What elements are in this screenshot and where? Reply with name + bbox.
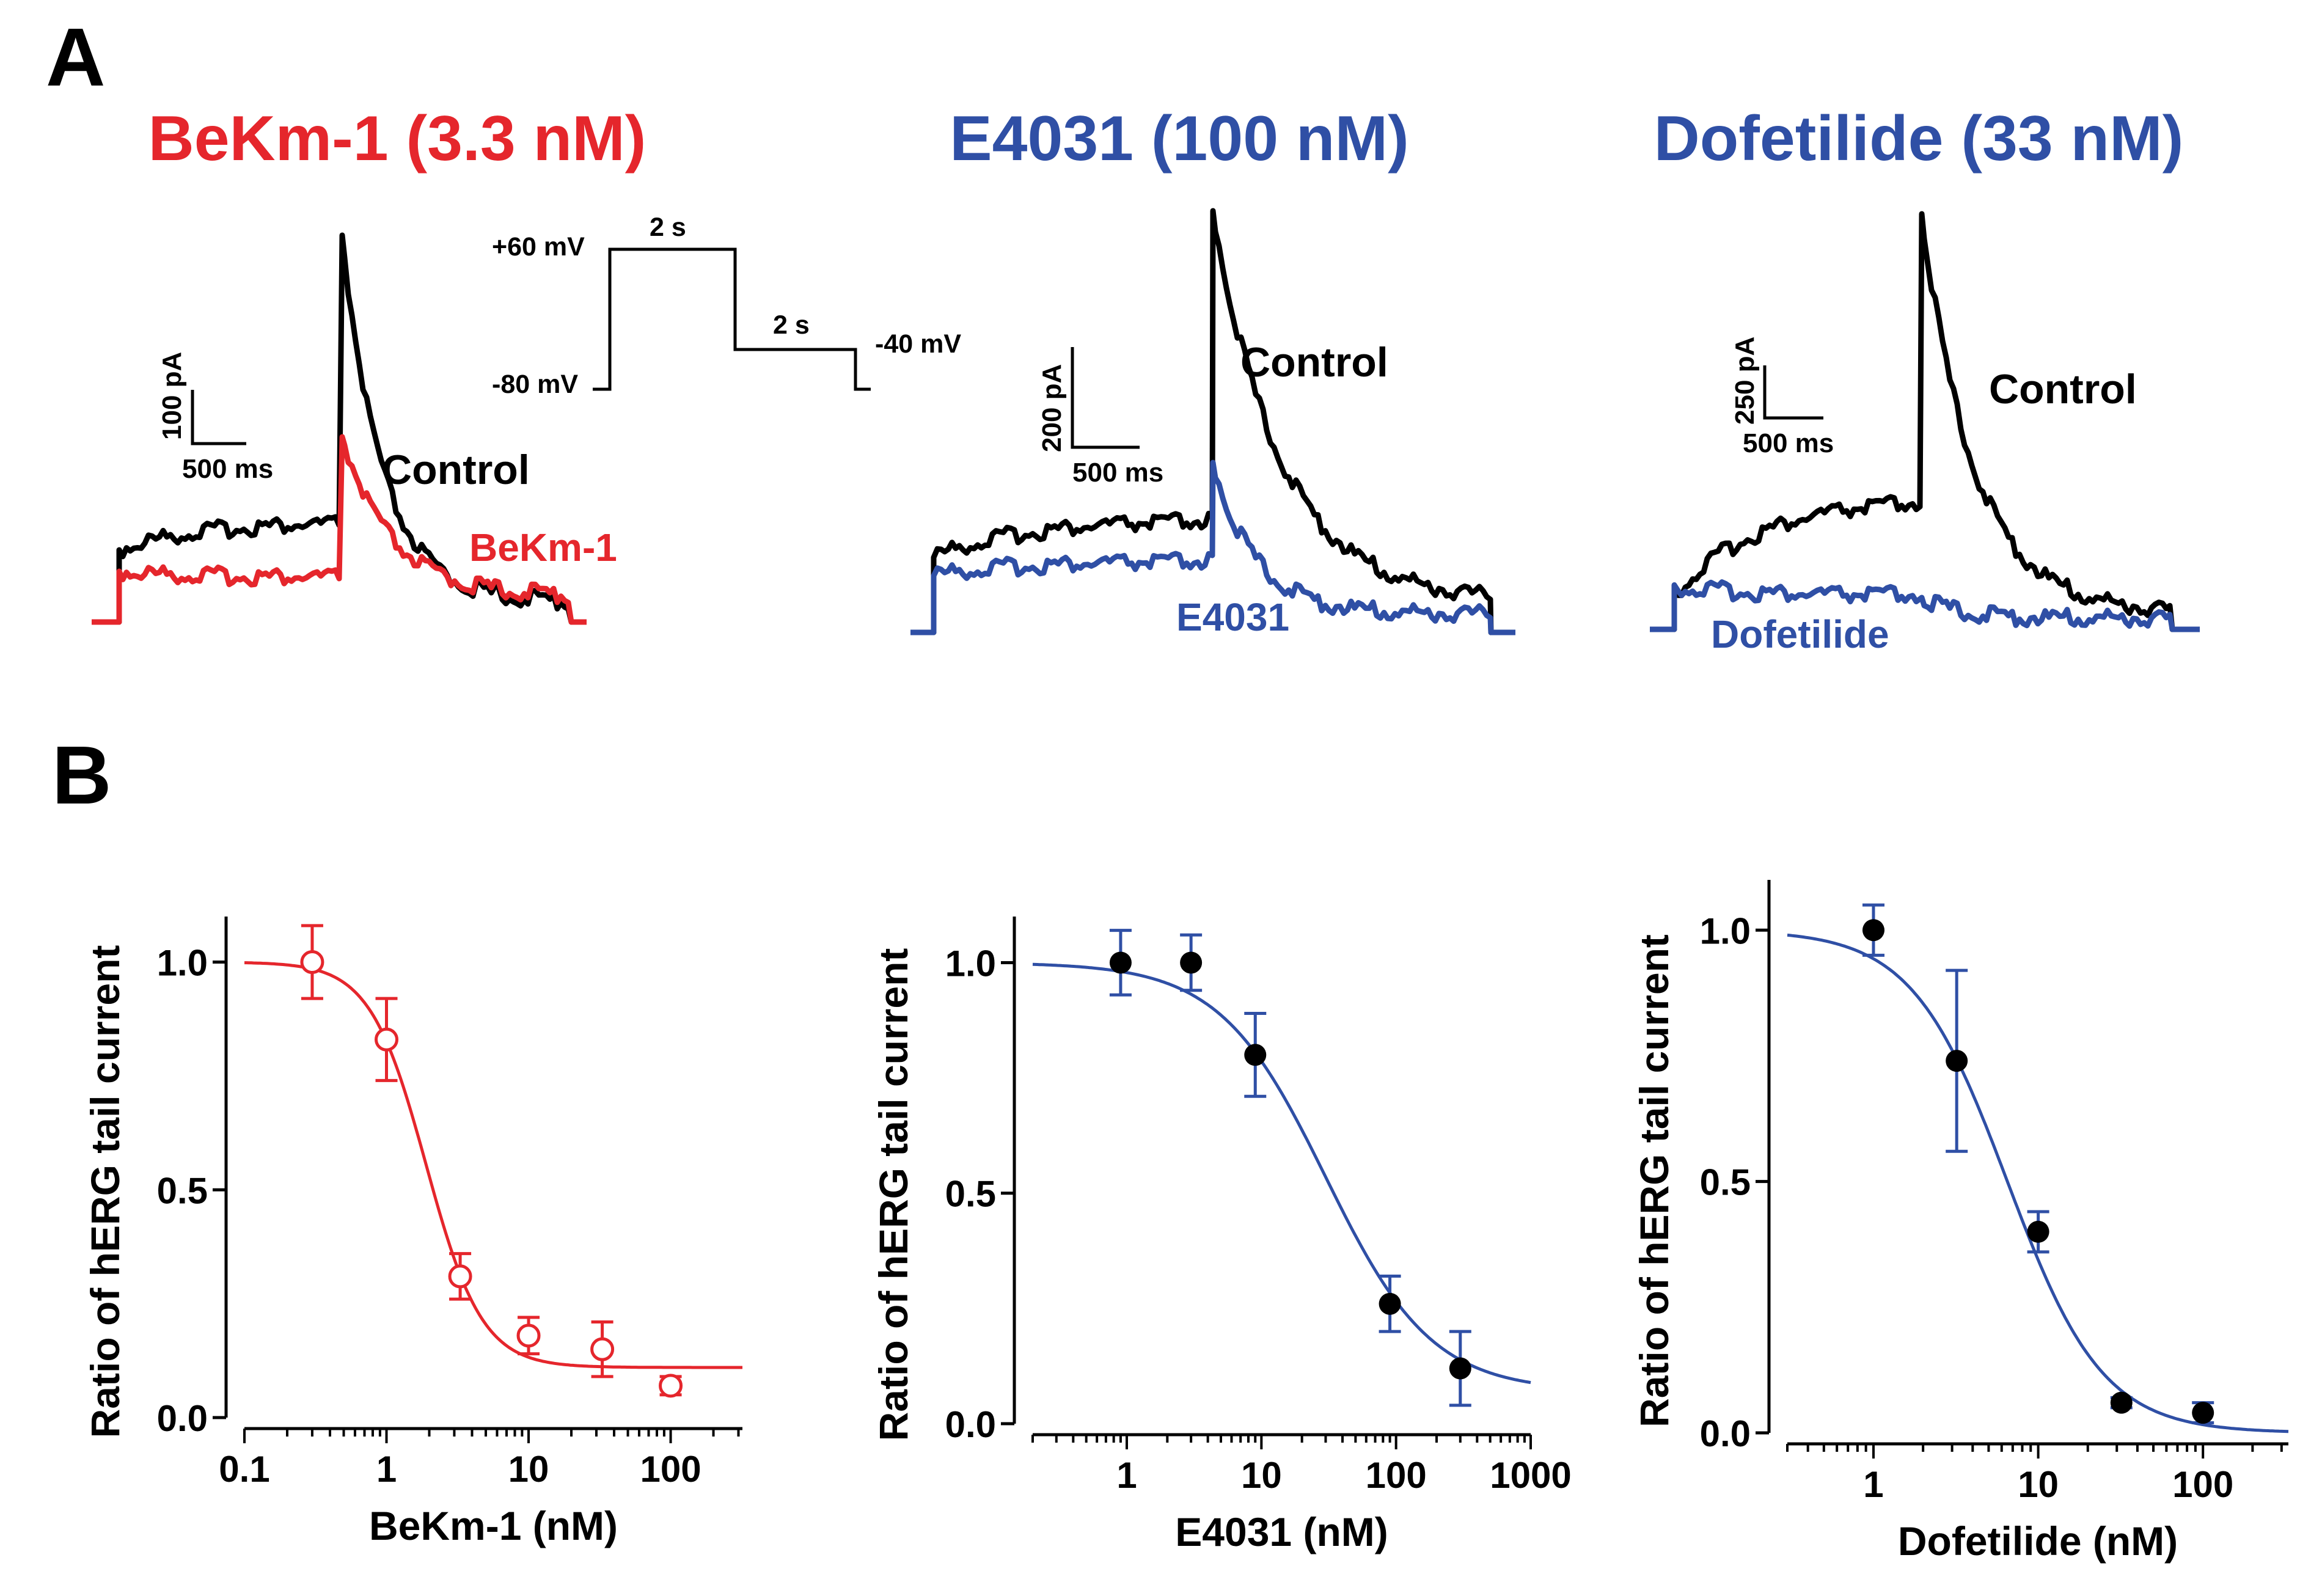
voltage-protocol: +60 mV -80 mV -40 mV 2 s 2 s	[492, 213, 961, 399]
data-point	[2192, 1402, 2214, 1424]
y-tick-label: 0.5	[1700, 1162, 1751, 1203]
drug-trace	[910, 459, 1515, 635]
data-point	[590, 1337, 615, 1361]
data-point	[659, 1374, 683, 1398]
y-axis-label: Ratio of hERG tail current	[82, 945, 128, 1438]
current-scale-label: 100 pA	[157, 352, 187, 440]
y-tick-label: 1.0	[1700, 910, 1751, 951]
current-scale-bar	[1763, 365, 1823, 420]
x-axis-label: BeKm-1 (nM)	[369, 1503, 618, 1548]
y-tick-label: 0.5	[157, 1170, 208, 1211]
control-label: Control	[382, 447, 530, 493]
y-tick-label: 1.0	[157, 943, 208, 984]
fit-curve	[244, 961, 742, 1369]
trace-panel-bekm1: BeKm-1 (3.3 nM) 100 pA 500 ms Control Be…	[92, 103, 646, 625]
trace-title: E4031 (100 nM)	[950, 103, 1408, 174]
data-point	[1180, 951, 1203, 974]
y-tick-label: 0.0	[1700, 1413, 1751, 1454]
x-tick-label: 100	[640, 1449, 701, 1490]
trace-panel-e4031: E4031 (100 nM) 200 pA 500 ms Control E40…	[910, 103, 1515, 639]
drug-label: Dofetilide	[1711, 612, 1889, 656]
time-scale-label: 500 ms	[182, 454, 273, 484]
data-point	[1379, 1292, 1401, 1315]
x-tick-label: 100	[1366, 1455, 1427, 1496]
data-point	[2027, 1220, 2049, 1243]
x-tick-label: 1	[1116, 1455, 1137, 1496]
protocol-step-duration: 2 s	[650, 213, 686, 242]
time-scale-label: 500 ms	[1072, 458, 1163, 488]
x-tick-label: 1	[376, 1449, 397, 1490]
data-point	[516, 1323, 541, 1348]
protocol-tail-voltage: -40 mV	[875, 329, 961, 359]
x-tick-label: 100	[2172, 1464, 2233, 1505]
drug-label: E4031	[1176, 595, 1289, 639]
drug-trace	[1650, 579, 2200, 632]
x-tick-label: 1	[1863, 1464, 1883, 1505]
control-label: Control	[1989, 366, 2137, 412]
fit-curve	[1787, 933, 2289, 1433]
data-point	[1862, 919, 1884, 942]
x-axis-label: Dofetilide (nM)	[1898, 1518, 2178, 1564]
trace-panel-dofetilide: Dofetilide (33 nM) 250 pA 500 ms Control…	[1650, 103, 2200, 656]
y-axis-label: Ratio of hERG tail current	[1632, 934, 1677, 1427]
data-point	[300, 950, 324, 975]
current-scale-bar	[1071, 347, 1140, 449]
current-scale-label: 250 pA	[1730, 337, 1760, 425]
y-tick-label: 0.5	[945, 1174, 996, 1215]
current-scale-bar	[191, 390, 246, 445]
data-point	[1244, 1044, 1267, 1066]
dose-response-chart-bekm1: 0.0 0.5 1.0 0.1 1 10 100 BeKm-1 (nM) Ratio of hE…	[82, 917, 742, 1548]
panel-label-a: A	[46, 11, 106, 103]
x-axis-label: E4031 (nM)	[1175, 1509, 1388, 1554]
protocol-waveform	[593, 247, 871, 391]
fit-curve	[1032, 962, 1531, 1385]
data-point	[1449, 1357, 1471, 1380]
control-label: Control	[1240, 339, 1388, 386]
data-point	[1109, 951, 1132, 974]
protocol-tail-duration: 2 s	[773, 310, 810, 340]
protocol-step-voltage: +60 mV	[492, 232, 585, 262]
data-point	[448, 1264, 472, 1289]
protocol-hold-voltage: -80 mV	[492, 370, 578, 399]
dose-response-chart-dofetilide: 0.0 0.5 1.0 1 10 100 Dofetilide (nM) Ratio of h…	[1632, 880, 2289, 1564]
trace-title: Dofetilide (33 nM)	[1654, 103, 2184, 174]
x-tick-label: 10	[1241, 1455, 1282, 1496]
x-tick-label: 10	[508, 1449, 549, 1490]
current-scale-label: 200 pA	[1037, 364, 1067, 452]
drug-label: BeKm-1	[469, 525, 617, 569]
x-tick-label: 1000	[1490, 1455, 1571, 1496]
drug-trace	[92, 434, 587, 625]
panel-label-b: B	[52, 729, 112, 821]
y-tick-label: 0.0	[945, 1404, 996, 1445]
control-trace	[1650, 211, 2200, 632]
trace-title: BeKm-1 (3.3 nM)	[148, 103, 646, 174]
data-point	[2110, 1391, 2133, 1414]
x-tick-label: 0.1	[219, 1449, 269, 1490]
dose-response-chart-e4031: 0.0 0.5 1.0 1 10 100 1000 E4031 (nM) Ratio of hE…	[871, 917, 1572, 1554]
y-tick-label: 0.0	[157, 1398, 208, 1439]
control-trace	[910, 208, 1515, 635]
data-point	[1946, 1050, 1968, 1072]
y-tick-label: 1.0	[945, 943, 996, 984]
y-axis-label: Ratio of hERG tail current	[871, 948, 916, 1441]
time-scale-label: 500 ms	[1743, 428, 1834, 458]
data-point	[375, 1027, 399, 1052]
x-tick-label: 10	[2018, 1464, 2059, 1505]
